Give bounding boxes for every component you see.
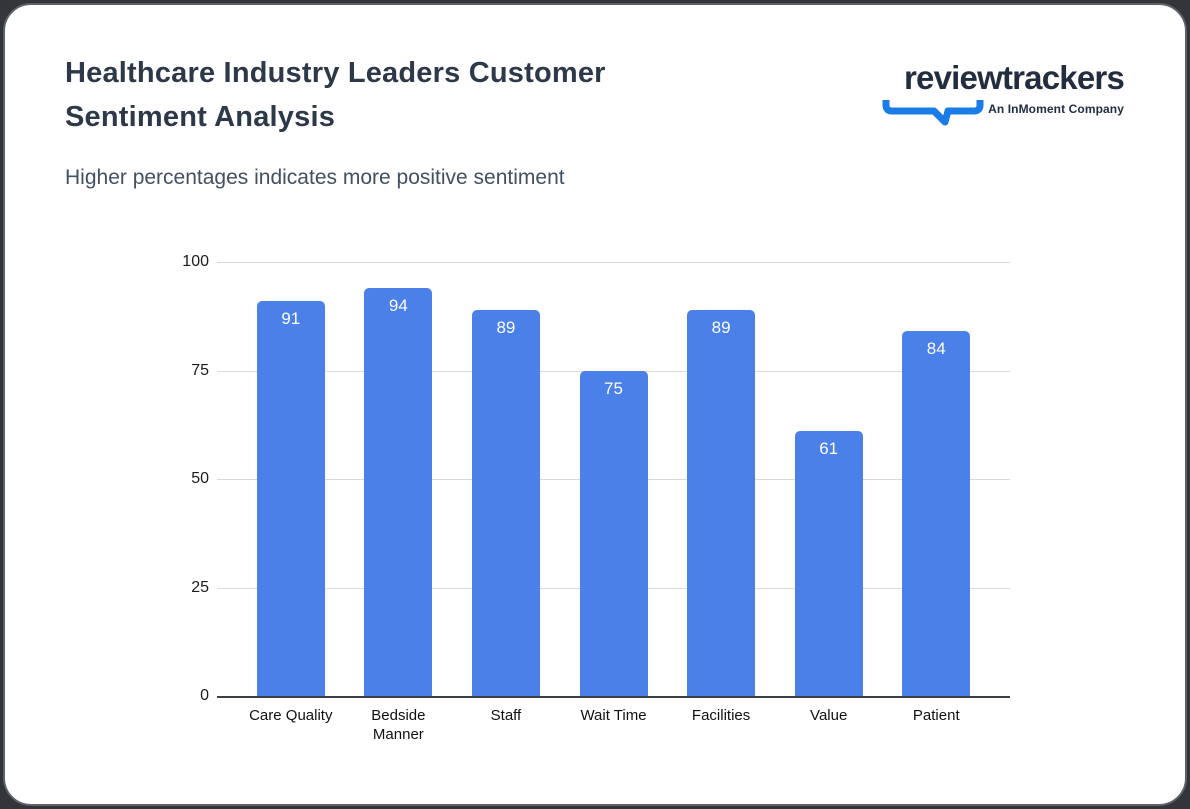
- bar-slot: 89: [452, 262, 560, 696]
- x-axis-label: Staff: [490, 707, 522, 724]
- bar-patient: 84: [902, 331, 971, 696]
- bar-slot: 89: [667, 262, 775, 696]
- bar-slot: 84: [882, 262, 990, 696]
- x-axis-slot: Care Quality: [237, 706, 345, 744]
- bar-care-quality: 91: [256, 301, 325, 696]
- bar-value-label: 61: [819, 439, 839, 459]
- sentiment-bar-chart: 0 25 50 75 100 91 94 89 75 89 61 84 Care Quality Be…: [5, 5, 1185, 804]
- bar-value-label: 89: [496, 317, 516, 337]
- logo-wordmark: reviewtrackers: [904, 59, 1125, 96]
- x-axis-slot: Value: [775, 706, 883, 744]
- logo-tagline-row: An InMoment Company: [872, 99, 1124, 127]
- x-axis-label: Patient: [912, 707, 960, 724]
- infographic-card: Healthcare Industry Leaders Customer Sen…: [3, 3, 1187, 806]
- x-axis-label: Bedside Manner: [371, 707, 426, 743]
- x-axis-slot: Bedside Manner: [345, 706, 453, 744]
- bar-slot: 94: [345, 262, 453, 696]
- reviewtrackers-logo: reviewtrackers An InMoment Company: [872, 59, 1125, 127]
- bar-bedside-manner: 94: [364, 288, 433, 696]
- x-axis-labels: Care Quality Bedside Manner Staff Wait Time…: [217, 706, 1010, 744]
- y-axis-tick-label: 50: [191, 470, 209, 487]
- bars-row: 91 94 89 75 89 61 84: [217, 262, 1010, 696]
- x-axis-slot: Staff: [452, 706, 560, 744]
- page-title: Healthcare Industry Leaders Customer Sen…: [65, 57, 606, 133]
- bar-value-label: 84: [926, 339, 946, 359]
- y-axis-tick-label: 100: [182, 253, 209, 270]
- x-axis-label: Wait Time: [580, 707, 647, 724]
- bar-slot: 61: [775, 262, 883, 696]
- y-axis-tick-label: 0: [200, 687, 209, 704]
- x-axis-label: Value: [810, 707, 848, 724]
- y-axis-tick-label: 75: [191, 361, 209, 379]
- plot-area: 91 94 89 75 89 61 84: [217, 262, 1010, 698]
- page-subtitle: Higher percentages indicates more positi…: [65, 166, 565, 189]
- logo-tagline: An InMoment Company: [988, 102, 1124, 116]
- x-axis-label: Care Quality: [249, 707, 333, 724]
- x-axis-slot: Facilities: [667, 706, 775, 744]
- x-axis-slot: Patient: [882, 706, 990, 744]
- bar-staff: 89: [471, 309, 540, 696]
- speech-bubble-icon: [882, 100, 984, 126]
- bar-wait-time: 75: [579, 370, 648, 696]
- gridline: [217, 262, 1010, 263]
- bar-slot: 91: [237, 262, 345, 696]
- x-axis-label: Facilities: [691, 707, 751, 724]
- bar-value-label: 94: [388, 296, 408, 316]
- bar-value-label: 89: [711, 317, 731, 337]
- bar-facilities: 89: [687, 309, 756, 696]
- y-axis-tick-label: 25: [191, 578, 209, 596]
- bar-slot: 75: [560, 262, 668, 696]
- bar-value-label: 91: [281, 309, 301, 329]
- bar-value: 61: [794, 431, 863, 696]
- x-axis-slot: Wait Time: [560, 706, 668, 744]
- y-axis-labels: 0 25 50 75 100: [152, 253, 209, 704]
- bar-value-label: 75: [604, 378, 623, 398]
